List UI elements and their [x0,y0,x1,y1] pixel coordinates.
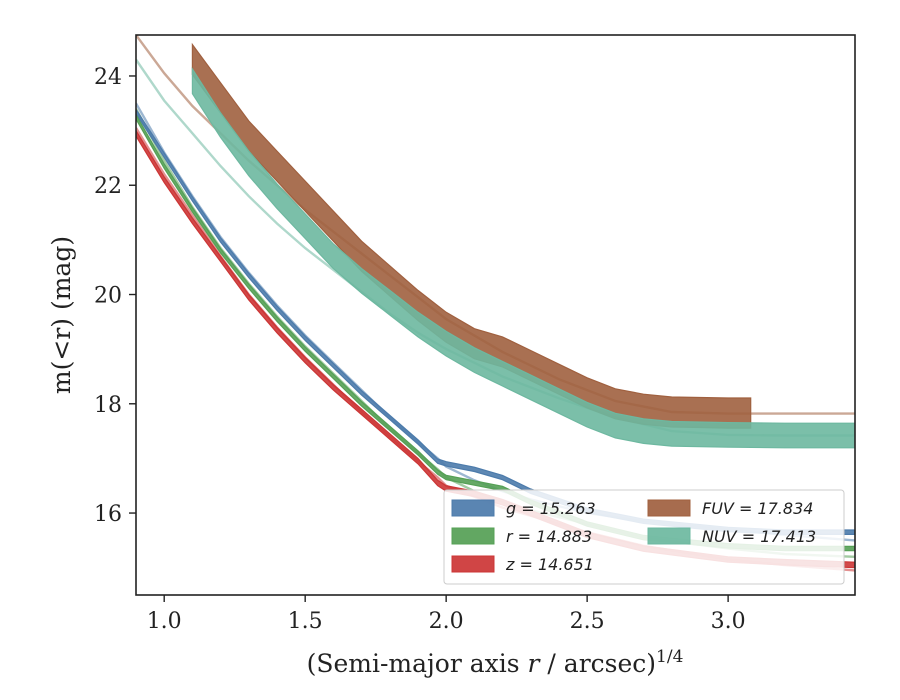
x-tick-label: 1.0 [147,609,182,634]
y-axis-label: m(<r) (mag) [47,236,76,394]
y-tick-label: 24 [94,65,122,90]
y-tick-label: 16 [94,502,122,527]
series-r-band [136,113,855,552]
legend-swatch [451,555,495,573]
legend-label: z = 14.651 [505,555,594,574]
y-tick-label: 18 [94,393,122,418]
legend: g = 15.263 r = 14.883 z = 14.651 FUV = 17.8… [443,489,845,585]
legend-label: r = 14.883 [506,527,592,546]
legend-box [443,489,845,585]
x-tick-label: 3.0 [711,609,746,634]
legend-label: g = 15.263 [506,499,596,518]
x-tick-label: 2.5 [570,609,605,634]
x-axis-label: (Semi-major axis r / arcsec)1/4 [307,647,684,678]
legend-swatch [647,527,691,545]
legend-swatch [451,527,495,545]
legend-label: NUV = 17.413 [702,527,816,546]
legend-label: FUV = 17.834 [702,499,813,518]
plot-data-layer [136,35,855,572]
series-g-band [136,108,855,535]
x-tick-label: 2.0 [429,609,464,634]
series-NUV-band [191,67,855,449]
y-tick-label: 20 [94,284,122,309]
series-z-band [136,129,855,569]
x-axis: 1.0 1.5 2.0 2.5 3.0 [147,595,746,634]
legend-swatch [647,499,691,517]
legend-swatch [451,499,495,517]
y-axis: 16 18 20 22 24 [94,65,136,527]
plot-frame [135,34,856,596]
y-tick-label: 22 [94,174,122,199]
x-tick-label: 1.5 [288,609,323,634]
